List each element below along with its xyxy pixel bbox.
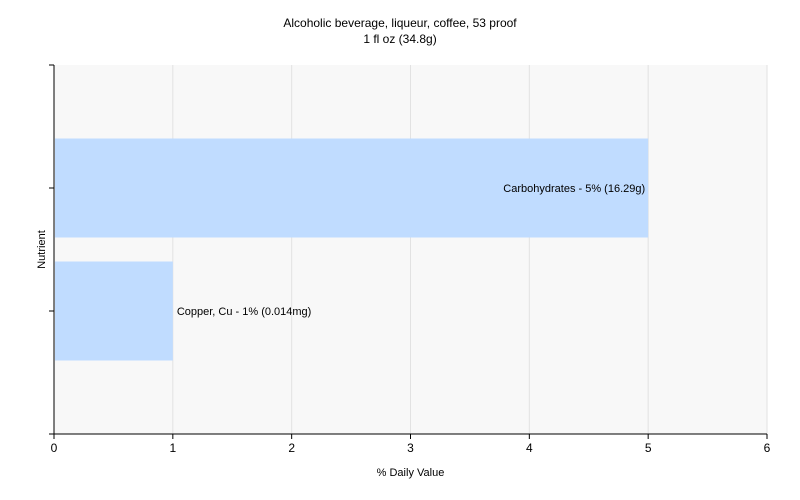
bar-label: Carbohydrates - 5% (16.29g) — [503, 183, 645, 195]
tick-labels: 0 1 2 3 4 5 6 — [51, 441, 771, 455]
bars — [55, 138, 649, 361]
chart-subtitle: 1 fl oz (34.8g) — [363, 32, 437, 46]
x-tick-label: 6 — [764, 441, 771, 455]
x-tick-label: 2 — [288, 441, 295, 455]
x-tick-label: 1 — [169, 441, 176, 455]
bar-label: Copper, Cu - 1% (0.014mg) — [177, 306, 312, 318]
bar — [55, 138, 649, 238]
bar-labels: Carbohydrates - 5% (16.29g) Copper, Cu - … — [177, 183, 645, 318]
x-tick-label: 4 — [526, 441, 533, 455]
x-tick-label: 0 — [51, 441, 58, 455]
x-tick-label: 5 — [645, 441, 652, 455]
x-tick-label: 3 — [407, 441, 414, 455]
gridlines — [172, 65, 768, 434]
x-axis-label: % Daily Value — [377, 467, 445, 479]
y-axis-label: Nutrient — [36, 230, 48, 269]
bar — [55, 261, 173, 361]
chart-title: Alcoholic beverage, liqueur, coffee, 53 … — [283, 16, 517, 30]
axes — [49, 64, 768, 439]
chart-title-block: Alcoholic beverage, liqueur, coffee, 53 … — [0, 15, 800, 47]
